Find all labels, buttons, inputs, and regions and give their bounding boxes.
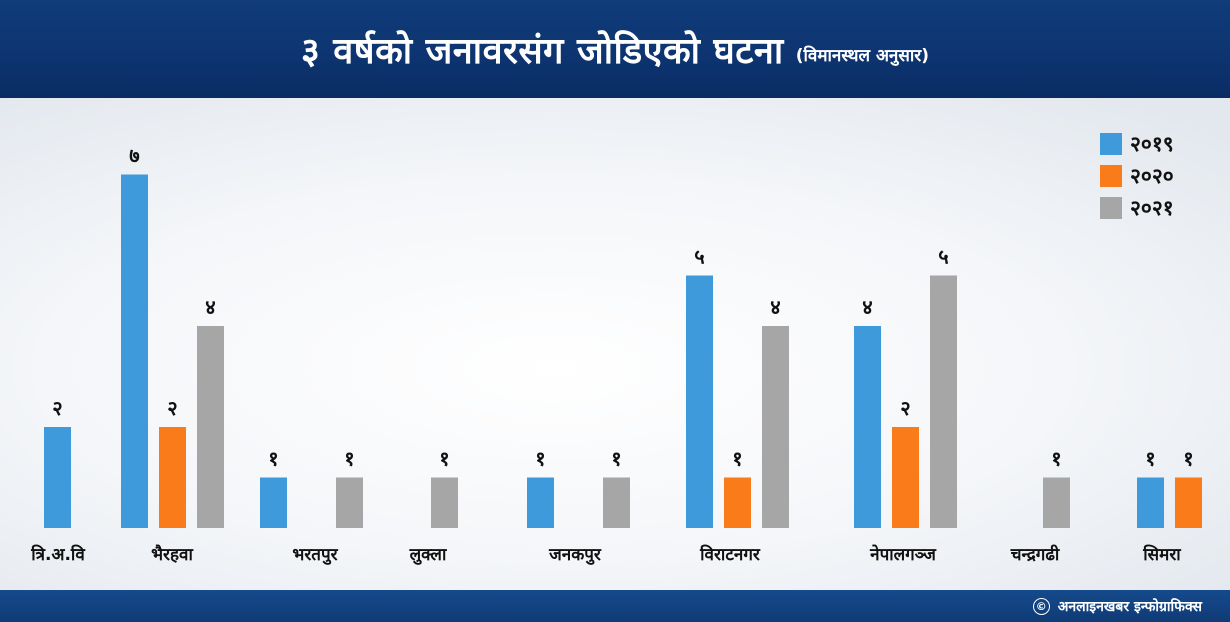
data-label-2-series-2: १ xyxy=(344,447,354,471)
legend-label-2020: २०२० xyxy=(1130,164,1174,188)
credit-text: अनलाइनखबर इन्फोग्राफिक्स xyxy=(1057,599,1202,615)
bar-1-series-1 xyxy=(159,427,186,528)
bar-2-series-0 xyxy=(260,477,287,528)
bar-chart: २ त्रि.अ.वि ७ २ ४ भैरहवा १ १ भरतपुर १ लुक्ला १ १ जनकप… xyxy=(30,144,1202,565)
bar-2-series-2 xyxy=(336,477,363,528)
data-label-5-series-0: ५ xyxy=(694,245,704,269)
data-label-3-series-2: १ xyxy=(439,447,449,471)
category-label-8: सिमरा xyxy=(1142,544,1181,565)
data-label-4-series-0: १ xyxy=(535,447,545,471)
plot-area: २ त्रि.अ.वि ७ २ ४ भैरहवा १ १ भरतपुर १ लुक्ला १ १ जनकप… xyxy=(0,98,1230,590)
category-label-4: जनकपुर xyxy=(548,545,602,565)
bar-0-series-0 xyxy=(44,427,71,528)
data-label-0-series-0: २ xyxy=(52,396,62,420)
legend: २०१९ २०२० २०२१ xyxy=(1100,128,1174,224)
bar-8-series-0 xyxy=(1137,477,1164,528)
bar-3-series-2 xyxy=(431,477,458,528)
legend-swatch-2020 xyxy=(1100,165,1122,187)
data-label-6-series-2: ५ xyxy=(938,245,948,269)
data-label-5-series-2: ४ xyxy=(770,295,780,319)
legend-item-2021: २०२१ xyxy=(1100,192,1174,224)
data-label-6-series-0: ४ xyxy=(862,295,872,319)
data-label-1-series-0: ७ xyxy=(129,144,139,168)
bar-5-series-1 xyxy=(724,477,751,528)
footer-bar: © अनलाइनखबर इन्फोग्राफिक्स xyxy=(0,590,1230,622)
bar-5-series-2 xyxy=(762,326,789,528)
category-label-7: चन्द्रगढी xyxy=(1010,544,1060,565)
category-label-1: भैरहवा xyxy=(151,544,193,565)
chart-header: ३ वर्षको जनावरसंग जोडिएको घटना (विमानस्थ… xyxy=(0,0,1230,98)
data-label-1-series-1: २ xyxy=(167,396,177,420)
data-label-6-series-1: २ xyxy=(900,396,910,420)
legend-item-2019: २०१९ xyxy=(1100,128,1174,160)
bar-8-series-1 xyxy=(1175,477,1202,528)
data-label-1-series-2: ४ xyxy=(205,295,215,319)
category-label-6: नेपालगञ्ज xyxy=(869,544,937,565)
data-label-7-series-2: १ xyxy=(1051,447,1061,471)
bar-1-series-2 xyxy=(197,326,224,528)
bar-4-series-2 xyxy=(603,477,630,528)
bar-4-series-0 xyxy=(527,477,554,528)
data-label-5-series-1: १ xyxy=(732,447,742,471)
data-label-2-series-0: १ xyxy=(268,447,278,471)
bar-7-series-2 xyxy=(1043,477,1070,528)
category-label-2: भरतपुर xyxy=(292,545,338,565)
bar-6-series-1 xyxy=(892,427,919,528)
category-label-0: त्रि.अ.वि xyxy=(30,544,86,565)
legend-swatch-2019 xyxy=(1100,133,1122,155)
category-label-5: विराटनगर xyxy=(699,544,761,565)
chart-title: ३ वर्षको जनावरसंग जोडिएको घटना xyxy=(301,30,784,72)
legend-label-2021: २०२१ xyxy=(1130,196,1174,220)
legend-item-2020: २०२० xyxy=(1100,160,1174,192)
chart-subtitle: (विमानस्थल अनुसार) xyxy=(795,45,929,66)
category-label-3: लुक्ला xyxy=(409,545,447,565)
bar-6-series-0 xyxy=(854,326,881,528)
copyright-icon: © xyxy=(1032,598,1050,615)
bar-5-series-0 xyxy=(686,275,713,528)
legend-label-2019: २०१९ xyxy=(1130,132,1174,156)
data-label-4-series-2: १ xyxy=(611,447,621,471)
bar-1-series-0 xyxy=(121,174,148,528)
legend-swatch-2021 xyxy=(1100,197,1122,219)
credit: © अनलाइनखबर इन्फोग्राफिक्स xyxy=(1032,597,1202,616)
bar-6-series-2 xyxy=(930,275,957,528)
data-label-8-series-0: १ xyxy=(1145,447,1155,471)
data-label-8-series-1: १ xyxy=(1183,447,1193,471)
